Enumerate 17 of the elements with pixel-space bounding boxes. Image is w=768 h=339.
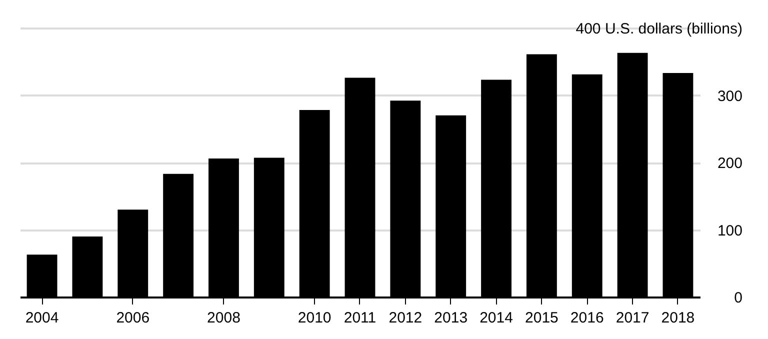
x-tick-label: 2008 [207,310,240,326]
x-tick-label: 2010 [298,310,332,326]
x-tick-label: 2011 [344,310,376,326]
x-tick-label: 2006 [116,310,150,326]
y-tick-label: 300 [717,88,742,105]
x-tick-label: 2017 [616,310,650,326]
y-tick-label: 200 [717,155,742,172]
x-tick-label: 2018 [661,310,695,326]
x-tick-label: 2004 [25,310,59,326]
x-tick-label: 2014 [480,310,513,326]
x-tick-label: 2016 [570,310,604,326]
y-tick-label: 100 [717,222,742,240]
x-tick-label: 2013 [434,310,468,326]
x-tick-label: 2012 [388,310,422,326]
y-tick-label: 0 [734,290,742,306]
y-tick-label: 400 U.S. dollars (billions) [576,20,742,38]
x-tick-label: 2015 [525,310,558,326]
